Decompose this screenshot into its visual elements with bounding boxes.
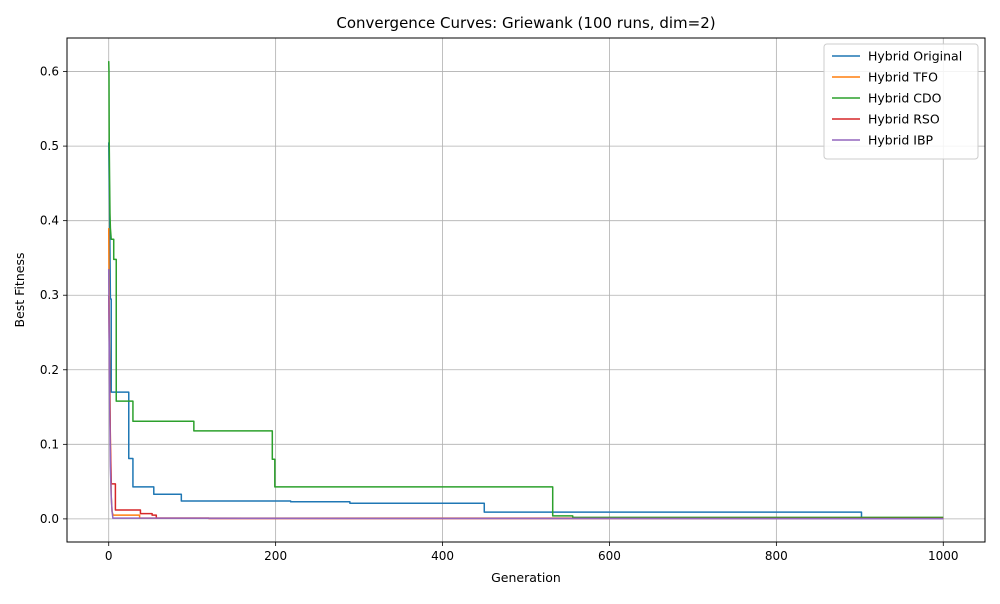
legend-label: Hybrid CDO <box>868 91 942 106</box>
y-tick-label: 0.6 <box>40 65 59 79</box>
x-axis-label: Generation <box>491 570 561 585</box>
legend-box <box>823 43 979 160</box>
legend-label: Hybrid TFO <box>868 70 938 85</box>
series-line <box>107 228 944 519</box>
y-tick-label: 0.1 <box>40 437 59 451</box>
y-tick-label: 0.2 <box>40 363 59 377</box>
x-tick-label: 800 <box>765 549 788 563</box>
legend: Hybrid Original Hybrid TFO Hybrid CDO Hybri… <box>823 43 979 160</box>
y-axis-label: Best Fitness <box>12 253 27 328</box>
x-tick-label: 600 <box>598 549 621 563</box>
y-tick-label: 0.0 <box>40 512 59 526</box>
x-tick-label: 200 <box>264 549 287 563</box>
x-tick-label: 0 <box>105 549 113 563</box>
axis-ticks: 0 200 400 600 800 1000 0.0 0.1 0.2 0.3 0.4 0.5 0.6 <box>40 65 959 563</box>
series-line <box>107 61 944 519</box>
series-line <box>107 295 944 520</box>
legend-label: Hybrid RSO <box>868 112 940 127</box>
chart-title: Convergence Curves: Griewank (100 runs, … <box>336 14 715 32</box>
y-tick-label: 0.4 <box>40 214 59 228</box>
legend-label: Hybrid Original <box>868 49 962 64</box>
x-tick-label: 400 <box>431 549 454 563</box>
series-lines <box>107 61 944 520</box>
y-tick-label: 0.3 <box>40 288 59 302</box>
series-line <box>107 269 944 520</box>
series-line <box>107 142 944 519</box>
x-tick-label: 1000 <box>928 549 959 563</box>
y-tick-label: 0.5 <box>40 139 59 153</box>
plot-frame <box>66 37 986 543</box>
legend-label: Hybrid IBP <box>868 133 934 148</box>
